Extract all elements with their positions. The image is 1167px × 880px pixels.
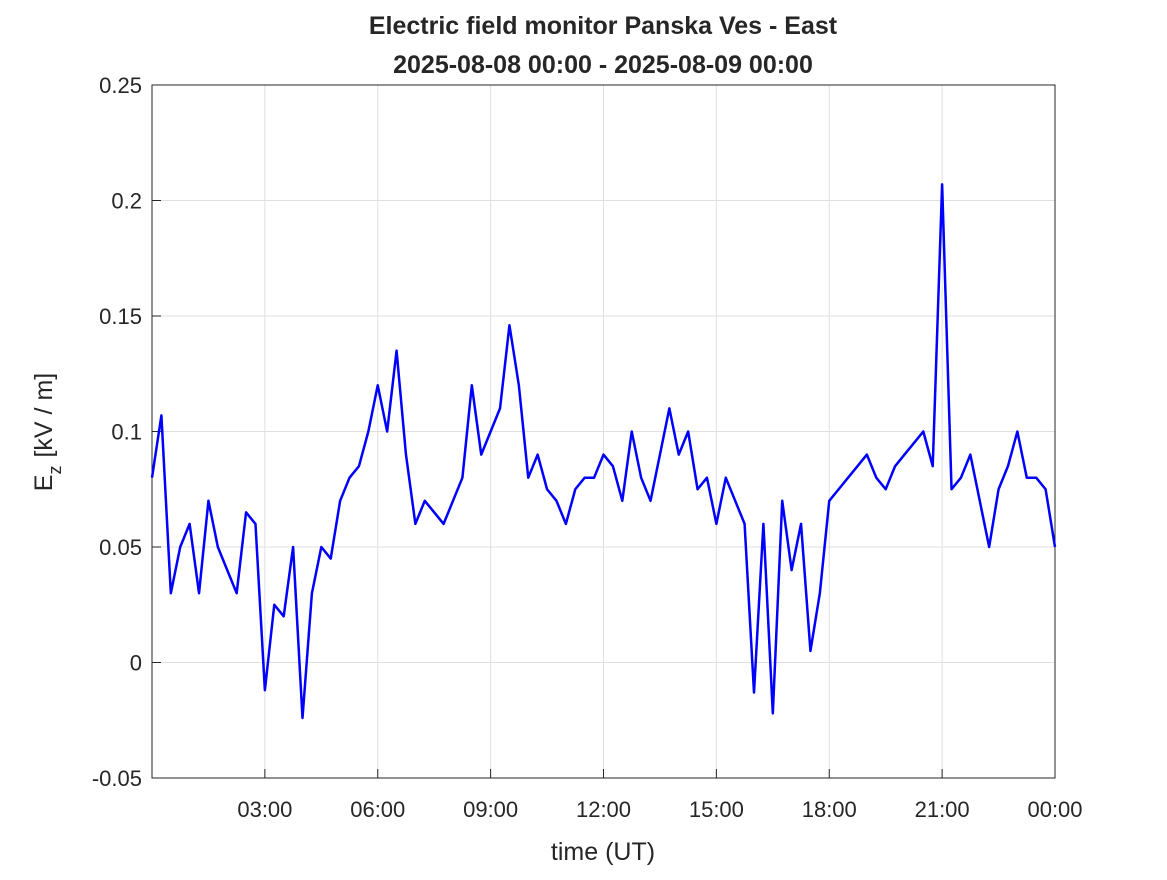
y-tick-label: 0.2 (111, 189, 142, 214)
y-label-unit: [kV / m] (30, 373, 58, 458)
y-tick-label: -0.05 (92, 766, 142, 791)
plot-frame (151, 84, 1056, 779)
y-label-main: E (30, 475, 58, 492)
y-axis-label: Ez [kV / m] (30, 373, 65, 491)
y-tick-label: 0.05 (99, 535, 142, 560)
x-tick-label: 09:00 (463, 797, 518, 822)
x-tick-label: 18:00 (802, 797, 857, 822)
x-tick-label: 00:00 (1027, 797, 1082, 822)
x-tick-label: 06:00 (350, 797, 405, 822)
x-tick-label: 12:00 (576, 797, 631, 822)
y-tick-label: 0.25 (99, 73, 142, 98)
chart-title: Electric field monitor Panska Ves - East (369, 12, 838, 40)
x-axis-label: time (UT) (551, 838, 655, 866)
y-tick-label: 0 (130, 651, 142, 676)
y-label-sub: z (45, 466, 65, 475)
x-tick-label: 03:00 (237, 797, 292, 822)
y-tick-label: 0.15 (99, 304, 142, 329)
data-line (150, 183, 1057, 720)
y-tick-label: 0.1 (111, 420, 142, 445)
chart-subtitle: 2025-08-08 00:00 - 2025-08-09 00:00 (393, 51, 813, 79)
x-tick-label: 15:00 (689, 797, 744, 822)
x-tick-label: 21:00 (915, 797, 970, 822)
